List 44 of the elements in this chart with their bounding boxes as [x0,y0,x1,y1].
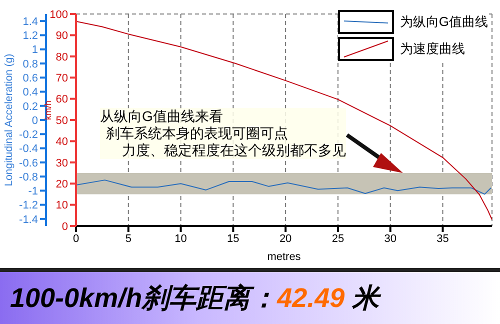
legend-label: 为纵向G值曲线 [400,13,488,31]
y2-tick-label: 0.4 [22,86,38,99]
x-tick-label: 30 [384,232,396,245]
y2-tick-label: 0.8 [22,58,38,70]
y2-tick-label: -1 [28,186,38,198]
y-tick-label: 50 [56,114,68,127]
y-tick-label: 40 [56,136,68,148]
y2-tick-label: 0.2 [22,100,38,113]
x-tick-label: 5 [125,232,132,245]
y-axis-title: km/h [43,100,54,120]
x-tick-label: 10 [174,232,187,245]
line-series [76,180,492,195]
y2-tick-label: 0.6 [22,72,38,85]
y-tick-label: 0 [62,220,68,233]
y-tick-label: 70 [56,72,68,85]
x-tick-label: 20 [279,232,292,245]
y2-tick-label: -1.4 [19,214,38,226]
y2-axis-title: Longitudinal Acceleration (g) [3,54,15,186]
y-tick-label: 90 [56,30,68,42]
annotation: 刹车系统本身的表现可圈可点 [105,125,289,142]
text: 100-0km/h刹车距离：42.49 米 [10,283,380,313]
y-tick-label: 10 [56,200,68,212]
legend-label: 为速度曲线 [400,40,465,58]
y2-tick-label: -1.2 [19,200,38,212]
y-tick-label: 30 [56,157,68,170]
annotation: 从纵向G值曲线来看 [100,108,224,125]
x-tick-label: 0 [72,232,80,245]
y-tick-label: 80 [56,51,68,64]
x-axis-title: metres [267,251,302,263]
y-tick-label: 20 [56,178,68,191]
y2-tick-label: 1.4 [22,16,38,28]
y2-tick-label: -0.4 [19,143,38,156]
y-tick-label: 100 [50,8,68,21]
y2-tick-label: -0.8 [19,171,38,184]
x-tick-label: 15 [227,232,240,245]
y2-tick-label: 0 [32,114,38,127]
y-tick-label: 60 [56,94,68,106]
x-tick-label: 35 [436,232,449,245]
annotation: 力度、稳定程度在这个级别都不多见 [121,142,346,159]
y2-tick-label: 1.2 [22,30,38,42]
y2-tick-label: -0.6 [19,157,38,170]
y2-tick-label: 1 [32,44,38,56]
y2-tick-label: -0.2 [19,129,38,142]
x-tick-label: 25 [332,232,344,245]
